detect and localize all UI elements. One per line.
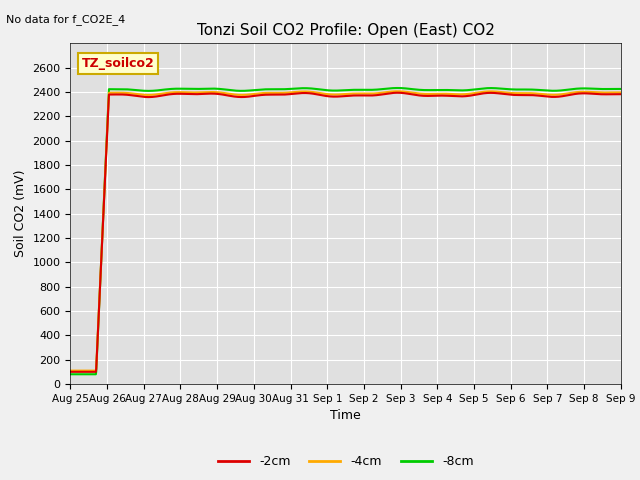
X-axis label: Time: Time [330,409,361,422]
-4cm [446,91,454,97]
-8cm [617,86,625,92]
-2cm [67,369,74,375]
-8cm [394,85,401,91]
-4cm [582,89,589,95]
Text: No data for f_CO2E_4: No data for f_CO2E_4 [6,14,125,25]
Line: -2cm: -2cm [70,93,621,372]
-4cm [316,90,323,96]
-4cm [617,90,625,96]
-2cm [582,91,589,96]
Line: -8cm: -8cm [70,88,621,374]
-8cm [582,85,589,91]
Legend: -2cm, -4cm, -8cm: -2cm, -4cm, -8cm [212,450,479,473]
-8cm [348,87,356,93]
-2cm [446,93,454,99]
-2cm [348,93,356,98]
-2cm [394,90,401,96]
-8cm [316,86,323,92]
-2cm [316,92,323,97]
-4cm [67,368,74,373]
-4cm [77,368,84,373]
Text: TZ_soilco2: TZ_soilco2 [81,57,154,70]
Title: Tonzi Soil CO2 Profile: Open (East) CO2: Tonzi Soil CO2 Profile: Open (East) CO2 [196,23,495,38]
-4cm [165,90,173,96]
-8cm [77,372,84,377]
-8cm [446,87,454,93]
Y-axis label: Soil CO2 (mV): Soil CO2 (mV) [14,170,27,257]
-2cm [77,369,84,375]
-4cm [394,88,401,94]
-2cm [617,91,625,97]
Line: -4cm: -4cm [70,91,621,371]
-2cm [165,92,173,97]
-8cm [67,372,74,377]
-4cm [348,91,356,96]
-8cm [165,86,173,92]
